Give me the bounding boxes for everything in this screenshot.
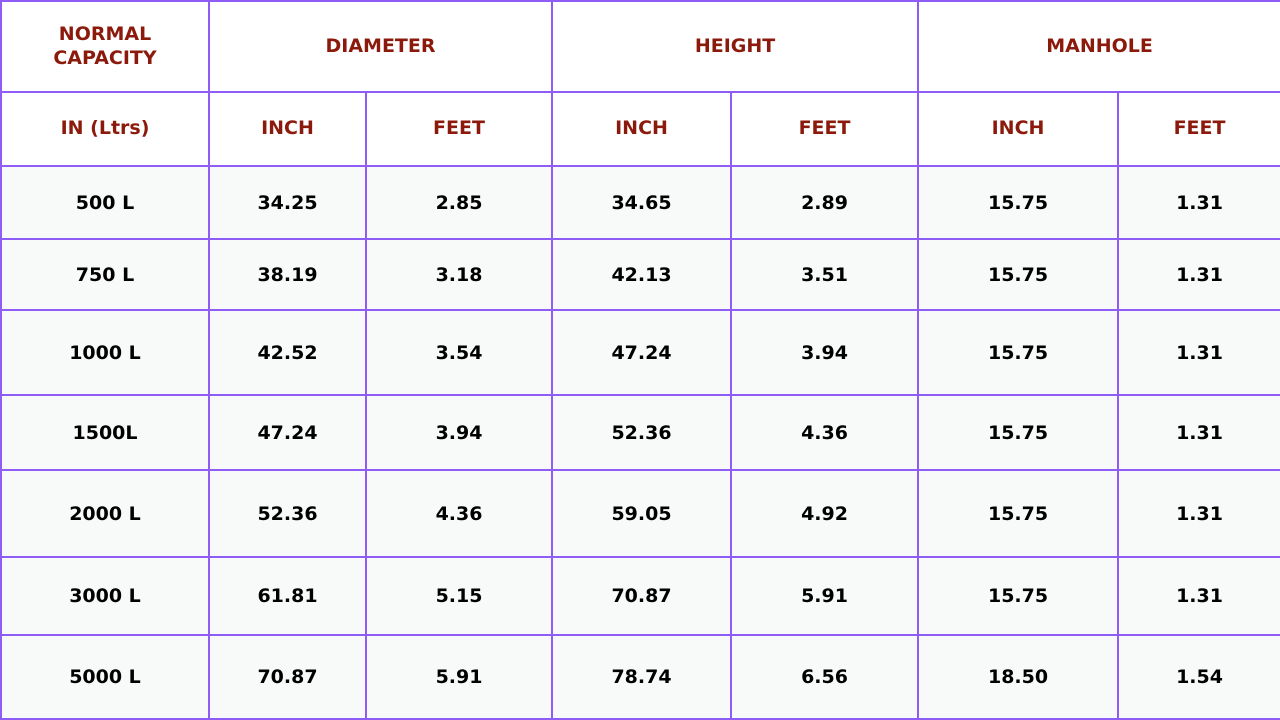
- cell-diameter-inch: 70.87: [208, 634, 367, 720]
- cell-height-feet: 2.89: [730, 165, 920, 240]
- cell-manhole-inch: 18.50: [917, 634, 1120, 720]
- cell-diameter-feet: 5.15: [364, 556, 554, 636]
- table-row: 500 L 34.25 2.85 34.65 2.89 15.75 1.31: [0, 165, 1280, 240]
- table-body: 500 L 34.25 2.85 34.65 2.89 15.75 1.31 750 L 38.…: [0, 165, 1280, 720]
- table-row: 5000 L 70.87 5.91 78.74 6.56 18.50 1.54: [0, 634, 1280, 720]
- cell-diameter-inch: 47.24: [208, 394, 367, 471]
- cell-diameter-feet: 3.94: [364, 394, 554, 471]
- cell-capacity: 500 L: [0, 165, 210, 240]
- cell-diameter-inch: 38.19: [208, 238, 367, 311]
- header-manhole: MANHOLE: [917, 0, 1280, 93]
- cell-diameter-feet: 3.54: [364, 309, 554, 396]
- cell-height-feet: 6.56: [730, 634, 920, 720]
- table-row: 2000 L 52.36 4.36 59.05 4.92 15.75 1.31: [0, 469, 1280, 558]
- cell-diameter-inch: 61.81: [208, 556, 367, 636]
- header-manhole-inch: INCH: [917, 91, 1120, 167]
- cell-diameter-feet: 2.85: [364, 165, 554, 240]
- cell-capacity: 2000 L: [0, 469, 210, 558]
- cell-manhole-inch: 15.75: [917, 238, 1120, 311]
- cell-diameter-inch: 34.25: [208, 165, 367, 240]
- header-diameter: DIAMETER: [207, 0, 554, 93]
- table-row: 750 L 38.19 3.18 42.13 3.51 15.75 1.31: [0, 238, 1280, 311]
- cell-height-inch: 78.74: [551, 634, 733, 720]
- cell-manhole-inch: 15.75: [917, 165, 1120, 240]
- cell-manhole-feet: 1.31: [1117, 238, 1280, 311]
- header-diameter-inch: INCH: [208, 91, 367, 167]
- cell-manhole-inch: 15.75: [917, 394, 1120, 471]
- cell-capacity: 750 L: [0, 238, 210, 311]
- cell-manhole-inch: 15.75: [917, 556, 1120, 636]
- header-normal-capacity: NORMAL CAPACITY: [0, 0, 210, 93]
- cell-height-feet: 3.94: [730, 309, 920, 396]
- cell-manhole-inch: 15.75: [917, 469, 1120, 558]
- cell-diameter-feet: 3.18: [364, 238, 554, 311]
- cell-height-inch: 70.87: [551, 556, 733, 636]
- header-in-ltrs: IN (Ltrs): [0, 91, 210, 167]
- cell-manhole-inch: 15.75: [917, 309, 1120, 396]
- cell-capacity: 3000 L: [0, 556, 210, 636]
- cell-height-feet: 3.51: [730, 238, 920, 311]
- table-row: 3000 L 61.81 5.15 70.87 5.91 15.75 1.31: [0, 556, 1280, 636]
- cell-diameter-inch: 52.36: [208, 469, 367, 558]
- cell-diameter-feet: 4.36: [364, 469, 554, 558]
- cell-height-feet: 5.91: [730, 556, 920, 636]
- cell-height-feet: 4.36: [730, 394, 920, 471]
- cell-height-inch: 47.24: [551, 309, 733, 396]
- header-height: HEIGHT: [551, 0, 920, 93]
- header-height-feet: FEET: [730, 91, 920, 167]
- cell-manhole-feet: 1.54: [1117, 634, 1280, 720]
- cell-height-inch: 52.36: [551, 394, 733, 471]
- cell-capacity: 5000 L: [0, 634, 210, 720]
- cell-manhole-feet: 1.31: [1117, 469, 1280, 558]
- header-height-inch: INCH: [551, 91, 733, 167]
- header-diameter-feet: FEET: [364, 91, 554, 167]
- table-row: 1000 L 42.52 3.54 47.24 3.94 15.75 1.31: [0, 309, 1280, 396]
- header-manhole-feet: FEET: [1117, 91, 1280, 167]
- cell-diameter-feet: 5.91: [364, 634, 554, 720]
- cell-diameter-inch: 42.52: [208, 309, 367, 396]
- cell-manhole-feet: 1.31: [1117, 309, 1280, 396]
- cell-manhole-feet: 1.31: [1117, 556, 1280, 636]
- cell-height-inch: 34.65: [551, 165, 733, 240]
- cell-capacity: 1000 L: [0, 309, 210, 396]
- cell-height-feet: 4.92: [730, 469, 920, 558]
- cell-manhole-feet: 1.31: [1117, 165, 1280, 240]
- cell-height-inch: 59.05: [551, 469, 733, 558]
- group-header-row: NORMAL CAPACITY DIAMETER HEIGHT MANHOLE: [0, 0, 1280, 93]
- sub-header-row: IN (Ltrs) INCH FEET INCH FEET INCH FEET: [0, 91, 1280, 167]
- table-row: 1500L 47.24 3.94 52.36 4.36 15.75 1.31: [0, 394, 1280, 471]
- cell-manhole-feet: 1.31: [1117, 394, 1280, 471]
- cell-capacity: 1500L: [0, 394, 210, 471]
- cell-height-inch: 42.13: [551, 238, 733, 311]
